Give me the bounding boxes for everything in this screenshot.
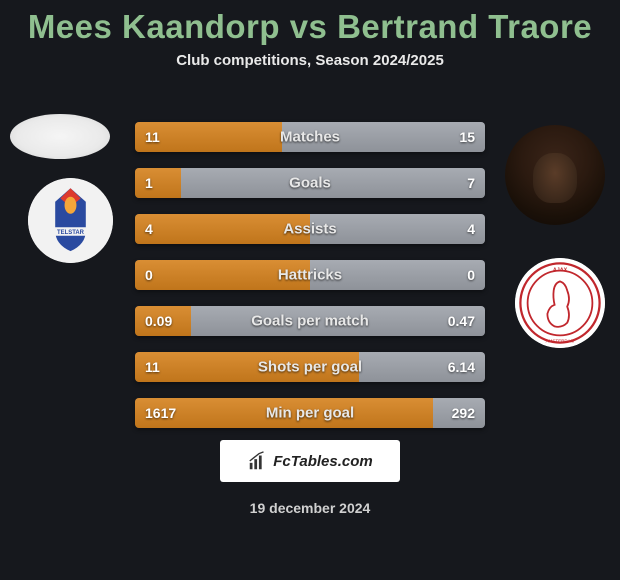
svg-text:AMSTERDAM: AMSTERDAM <box>546 339 575 344</box>
svg-text:TELSTAR: TELSTAR <box>57 230 85 236</box>
stat-value-left: 1617 <box>145 405 176 421</box>
stat-value-left: 11 <box>145 129 160 145</box>
stat-value-right: 6.14 <box>448 359 475 375</box>
stat-label: Goals per match <box>251 313 369 330</box>
stat-value-left: 11 <box>145 359 160 375</box>
stat-label: Assists <box>283 221 336 238</box>
stat-label: Matches <box>280 129 340 146</box>
page-title: Mees Kaandorp vs Bertrand Traore <box>0 0 620 46</box>
player-right-avatar <box>505 125 605 225</box>
chart-icon <box>247 450 269 472</box>
stat-value-right: 15 <box>459 129 475 145</box>
player-left-avatar <box>10 114 110 159</box>
stat-value-right: 4 <box>467 221 475 237</box>
stat-label: Min per goal <box>266 405 354 422</box>
stat-row: 1 7 Goals <box>135 168 485 198</box>
branding-text: FcTables.com <box>273 453 372 470</box>
stat-row: 4 4 Assists <box>135 214 485 244</box>
stat-value-right: 292 <box>452 405 475 421</box>
player-right-crest: AJAX AMSTERDAM <box>515 258 605 348</box>
stat-value-right: 7 <box>467 175 475 191</box>
svg-text:AJAX: AJAX <box>553 268 568 274</box>
stat-row: 11 15 Matches <box>135 122 485 152</box>
stat-value-right: 0.47 <box>448 313 475 329</box>
stat-value-right: 0 <box>467 267 475 283</box>
stat-value-left: 4 <box>145 221 153 237</box>
stat-value-left: 0.09 <box>145 313 172 329</box>
stat-label: Goals <box>289 175 331 192</box>
player-left-crest: TELSTAR <box>28 178 113 263</box>
stat-label: Shots per goal <box>258 359 362 376</box>
stat-row: 0 0 Hattricks <box>135 260 485 290</box>
stat-value-left: 1 <box>145 175 153 191</box>
subtitle: Club competitions, Season 2024/2025 <box>0 52 620 69</box>
stats-bars: 11 15 Matches 1 7 Goals 4 4 Assists 0 0 Hattricks 0.… <box>135 122 485 444</box>
stat-row: 1617 292 Min per goal <box>135 398 485 428</box>
stat-row: 0.09 0.47 Goals per match <box>135 306 485 336</box>
stat-row: 11 6.14 Shots per goal <box>135 352 485 382</box>
branding-badge: FcTables.com <box>220 440 400 482</box>
stat-value-left: 0 <box>145 267 153 283</box>
date-text: 19 december 2024 <box>250 500 371 516</box>
stat-label: Hattricks <box>278 267 342 284</box>
